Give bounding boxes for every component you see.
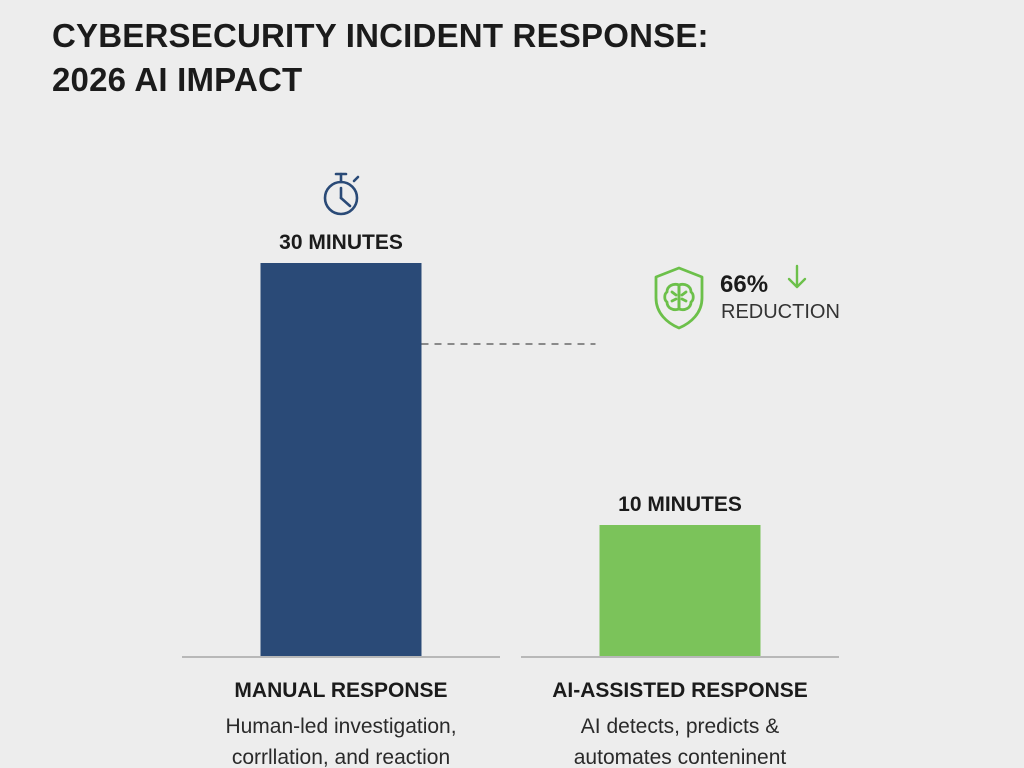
category-description-2-line-2: automates conteninent [574,746,787,768]
bars-layer [182,263,839,658]
bar-value-label-1: 30 MINUTES [279,231,403,254]
labels-layer: 30 MINUTES MANUAL RESPONSE Human-led inves… [225,231,807,768]
chart-title-line-2: 2026 AI IMPACT [52,61,303,98]
category-description-1-line-1: Human-led investigation, [225,715,456,738]
arrow-down-icon [787,264,807,289]
bar-value-label-2: 10 MINUTES [618,493,742,516]
chart-title: CYBERSECURITY INCIDENT RESPONSE: 2026 AI… [52,14,709,102]
category-description-1-line-2: corrllation, and reaction [232,746,450,768]
bar-1 [260,263,422,656]
brain-shield-icon [654,266,704,330]
bar-2 [599,525,761,656]
chart-title-line-1: CYBERSECURITY INCIDENT RESPONSE: [52,17,709,54]
reduction-label: REDUCTION [721,301,840,323]
category-label-2: AI-ASSISTED RESPONSE [552,679,808,702]
stopwatch-icon [323,172,360,216]
reduction-value: 66% [720,271,768,298]
category-description-2-line-1: AI detects, predicts & [581,715,779,738]
category-label-1: MANUAL RESPONSE [234,679,447,702]
